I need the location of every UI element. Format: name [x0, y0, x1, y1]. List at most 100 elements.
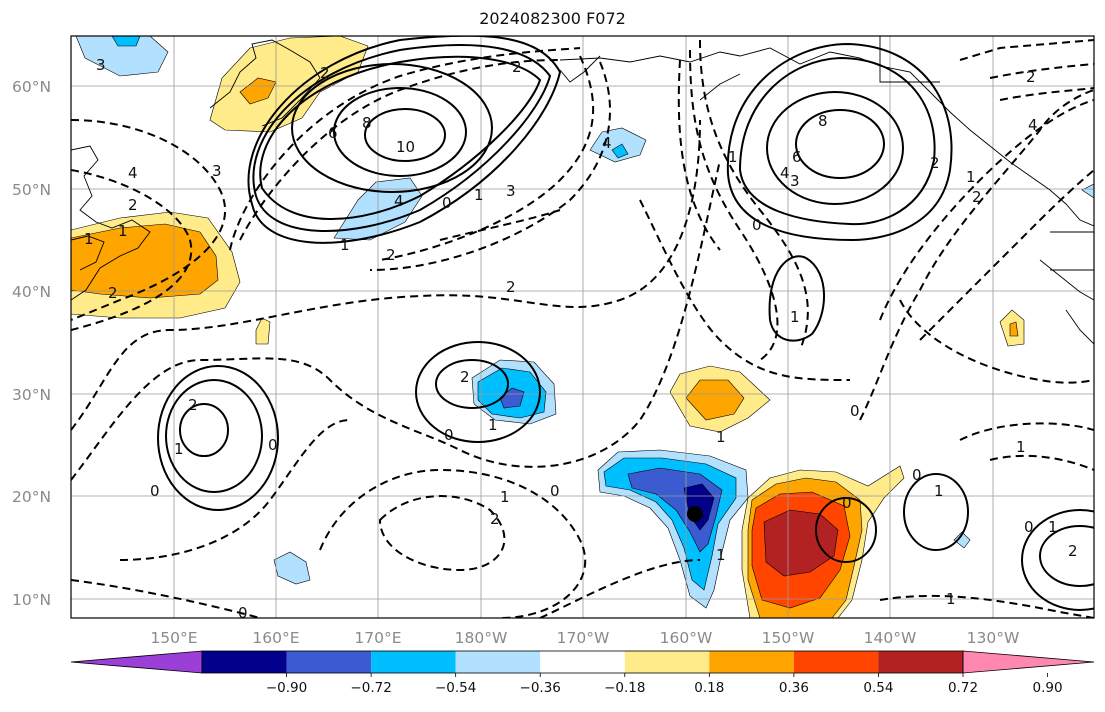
negative-anomaly-region	[611, 143, 629, 159]
contour-label: 8	[818, 112, 828, 130]
colorbar-tick-label: −0.18	[604, 680, 645, 696]
contour-label: 2	[386, 246, 396, 264]
colorbar-extend-low	[70, 650, 203, 674]
shaded-anomaly-layer	[71, 36, 1094, 618]
contour-label: 0	[442, 194, 452, 212]
colorbar-bin	[455, 651, 541, 673]
contour-label: 6	[328, 124, 338, 142]
contour-label: 1	[716, 428, 726, 446]
lon-label: 170°E	[354, 629, 401, 647]
colorbar-bin	[878, 651, 963, 673]
storm-center-marker	[687, 506, 703, 522]
contour-label: 1	[340, 236, 350, 254]
lat-label: 50°N	[12, 181, 51, 199]
lon-label: 130°W	[967, 629, 1020, 647]
contour-label: 1	[934, 482, 944, 500]
contour-label: 2	[490, 510, 500, 528]
contour-label: 2	[972, 188, 982, 206]
negative-anomaly-region	[111, 36, 141, 47]
contour-label: 2	[188, 396, 198, 414]
contour-label: 1	[118, 222, 128, 240]
colorbar-tick-label: −0.36	[520, 680, 561, 696]
negative-anomaly-region	[589, 127, 647, 163]
contour-label: 4	[602, 134, 612, 152]
positive-anomaly-region	[685, 379, 745, 421]
colorbar-bin	[793, 651, 879, 673]
lon-label: 160°E	[252, 629, 299, 647]
contour-label: 0	[444, 426, 454, 444]
lon-label: 150°W	[762, 629, 815, 647]
colorbar-tick-label: −0.72	[350, 680, 391, 696]
colorbar-bin	[709, 651, 794, 673]
contour-label: 0	[150, 482, 160, 500]
contour-label: 2	[128, 196, 138, 214]
contour-label: 0	[752, 216, 762, 234]
colorbar-tick-label: 0.90	[1033, 680, 1063, 696]
map-title: 2024082300 F072	[479, 9, 626, 28]
contour-label: 2	[506, 278, 516, 296]
contour-label: 1	[728, 148, 738, 166]
contours-negative	[71, 39, 1094, 618]
contour-label: 1	[1016, 438, 1026, 456]
gridlines	[71, 36, 1094, 618]
contour-label: 8	[362, 114, 372, 132]
map-frame	[70, 35, 1095, 619]
contour-label: 0	[850, 402, 860, 420]
colorbar-bin	[624, 651, 710, 673]
contour-label: 2	[930, 154, 940, 172]
contour-label: 1	[946, 590, 956, 608]
lat-label: 20°N	[12, 488, 51, 506]
contour-label: 2	[512, 58, 522, 76]
positive-anomaly-region	[239, 77, 277, 105]
negative-anomaly-region	[273, 551, 311, 585]
colorbar-bin	[540, 651, 625, 673]
negative-anomaly-region	[75, 36, 169, 77]
lon-label: 140°W	[864, 629, 917, 647]
contour-label: 2	[460, 368, 470, 386]
negative-anomaly-region	[953, 531, 971, 549]
contour-label: 1	[790, 308, 800, 326]
contour-label: 1	[1048, 518, 1058, 536]
colorbar-tick-label: 0.54	[863, 680, 893, 696]
lat-label: 40°N	[12, 283, 51, 301]
contour-label: 3	[212, 162, 222, 180]
contour-label: 4	[128, 164, 138, 182]
contour-labels: 3 4 2 1 1 2 3 2 6 8 10 4 0 1 3 1 2 2 4 2…	[84, 56, 1078, 618]
contour-label: 0	[912, 466, 922, 484]
contour-label: 1	[716, 546, 726, 564]
positive-anomaly-region	[1009, 321, 1019, 337]
colorbar-tick-label: −0.90	[266, 680, 307, 696]
lat-label: 30°N	[12, 386, 51, 404]
colorbar: −0.90 −0.72 −0.54 −0.36 −0.18 0.18 0.36 0.54 0.7…	[70, 650, 1095, 696]
colorbar-bin	[202, 651, 287, 673]
colorbar-tick-label: 0.72	[948, 680, 978, 696]
colorbar-tick-label: 0.18	[694, 680, 724, 696]
contour-label: 2	[1068, 542, 1078, 560]
contour-label: 3	[96, 56, 106, 74]
contour-label: 0	[550, 482, 560, 500]
contour-label: 1	[174, 440, 184, 458]
contour-label: 1	[474, 186, 484, 204]
lon-label: 180°W	[455, 629, 508, 647]
contour-label: 1	[488, 416, 498, 434]
contour-label: 4	[394, 192, 404, 210]
lon-label: 150°E	[150, 629, 197, 647]
contour-label: 6	[792, 148, 802, 166]
colorbar-outline	[201, 650, 964, 674]
contour-label: 3	[506, 182, 516, 200]
positive-anomaly-region	[71, 223, 219, 299]
contour-label: 10	[396, 138, 415, 156]
colorbar-bin	[371, 651, 456, 673]
colorbar-tick-label: −0.54	[435, 680, 476, 696]
colorbar-tick-label: 0.36	[779, 680, 809, 696]
positive-anomaly-region	[255, 317, 271, 345]
contour-label: 2	[1026, 68, 1036, 86]
contour-label: 4	[780, 164, 790, 182]
map-plot-area: 3 4 2 1 1 2 3 2 6 8 10 4 0 1 3 1 2 2 4 2…	[71, 36, 1094, 618]
contour-label: 1	[84, 230, 94, 248]
contours-positive	[157, 36, 1094, 611]
colorbar-bin	[286, 651, 372, 673]
contour-label: 1	[500, 488, 510, 506]
longitude-labels: 150°E 160°E 170°E 180°W 170°W 160°W 150°…	[150, 629, 1019, 647]
